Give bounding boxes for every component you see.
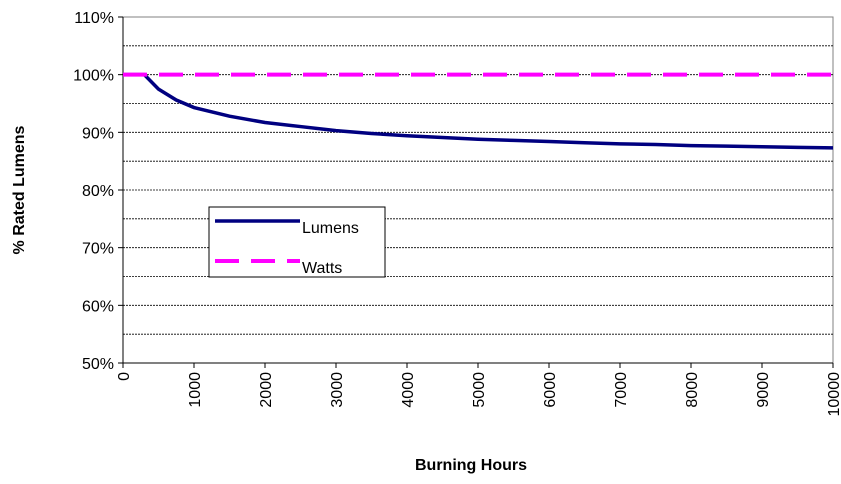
legend-label: Watts [302, 260, 342, 277]
y-tick-label: 70% [82, 241, 114, 258]
y-tick-label: 60% [82, 298, 114, 315]
y-tick-label: 80% [82, 183, 114, 200]
y-tick-label: 100% [73, 68, 114, 85]
x-tick-label: 2000 [258, 372, 275, 408]
x-tick-label: 7000 [613, 372, 630, 408]
x-tick-label: 0 [116, 372, 133, 381]
x-tick-label: 1000 [187, 372, 204, 408]
y-axis-title: % Rated Lumens [11, 125, 28, 254]
y-tick-label: 90% [82, 125, 114, 142]
legend [208, 206, 386, 278]
x-tick-label: 5000 [471, 372, 488, 408]
y-tick-label: 110% [74, 10, 114, 27]
line-series [123, 72, 834, 150]
x-tick-label: 4000 [400, 372, 417, 408]
x-tick-label: 10000 [826, 372, 841, 417]
x-tick-label: 3000 [329, 372, 346, 408]
x-tick-label: 8000 [684, 372, 701, 408]
legend-label: Lumens [302, 220, 359, 237]
x-tick-label: 9000 [755, 372, 772, 408]
x-tick-label: 6000 [542, 372, 559, 408]
y-tick-label: 50% [82, 356, 114, 373]
x-axis-title: Burning Hours [415, 457, 527, 474]
